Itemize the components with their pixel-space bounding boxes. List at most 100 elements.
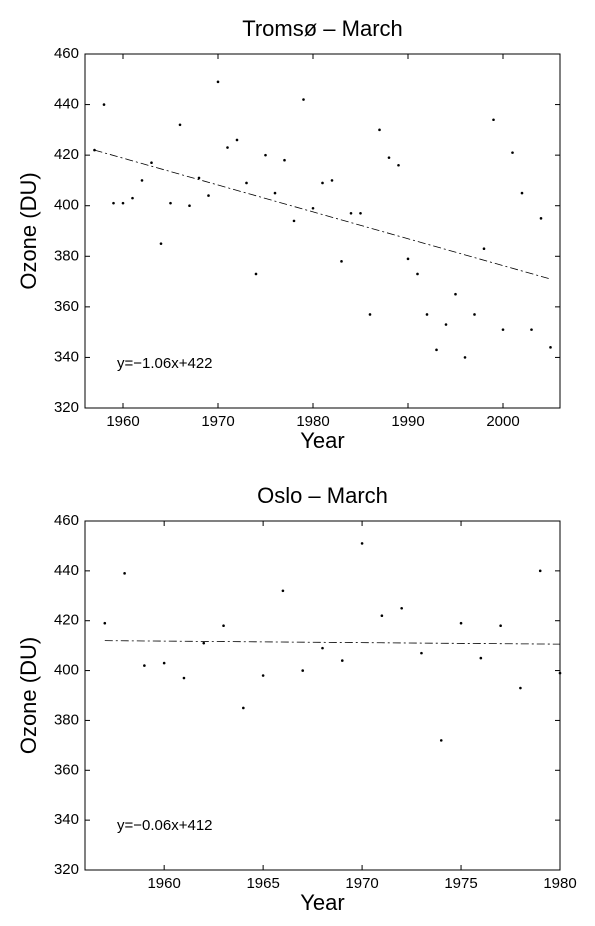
point xyxy=(245,181,248,185)
y-axis-label: Ozone (DU) xyxy=(16,172,41,289)
chart-title: Oslo – March xyxy=(257,483,388,508)
x-tick-label: 1960 xyxy=(106,413,139,430)
x-tick-label: 1960 xyxy=(147,875,180,892)
point xyxy=(397,163,400,167)
y-tick-label: 320 xyxy=(54,861,79,878)
y-tick-label: 340 xyxy=(54,348,79,365)
x-tick-label: 1980 xyxy=(543,875,576,892)
point xyxy=(530,328,533,331)
point xyxy=(454,292,457,296)
point xyxy=(359,212,362,215)
point xyxy=(378,128,381,132)
point xyxy=(159,242,163,245)
y-tick-label: 420 xyxy=(54,612,79,629)
x-axis-label: Year xyxy=(300,428,344,453)
trend-line xyxy=(104,640,561,645)
point xyxy=(459,621,463,625)
point xyxy=(302,98,305,101)
axes-box xyxy=(84,520,561,871)
point xyxy=(242,706,245,710)
point xyxy=(380,614,384,618)
y-tick-label: 440 xyxy=(54,96,79,113)
point xyxy=(150,161,153,165)
point xyxy=(188,204,191,208)
y-axis-label: Ozone (DU) xyxy=(16,637,41,754)
annotation: y=−1.06x+422 xyxy=(117,355,213,372)
y-tick-label: 460 xyxy=(54,45,79,62)
point xyxy=(387,156,391,159)
point xyxy=(321,646,324,650)
point xyxy=(340,659,344,662)
point xyxy=(492,118,495,122)
point xyxy=(178,123,182,127)
point xyxy=(360,542,364,545)
point xyxy=(112,201,115,205)
point xyxy=(435,348,438,352)
point xyxy=(439,739,443,742)
y-tick-label: 440 xyxy=(54,562,79,579)
y-tick-label: 400 xyxy=(54,662,79,679)
y-tick-label: 380 xyxy=(54,711,79,728)
point xyxy=(482,247,486,250)
point xyxy=(425,313,429,316)
point xyxy=(131,196,134,200)
x-tick-label: 1965 xyxy=(246,875,279,892)
y-tick-label: 360 xyxy=(54,761,79,778)
point xyxy=(444,323,448,326)
point xyxy=(264,153,267,157)
point xyxy=(463,356,467,359)
point xyxy=(182,676,186,680)
y-tick-label: 360 xyxy=(54,298,79,315)
y-tick-label: 320 xyxy=(54,399,79,416)
point xyxy=(123,572,126,575)
x-tick-label: 1970 xyxy=(345,875,378,892)
trend-line xyxy=(94,149,551,280)
point xyxy=(520,191,524,195)
point xyxy=(197,176,201,180)
point xyxy=(103,621,107,625)
point xyxy=(479,656,483,660)
point xyxy=(311,206,315,210)
point xyxy=(416,272,419,276)
point xyxy=(340,260,343,263)
x-axis-label: Year xyxy=(300,890,344,915)
point xyxy=(143,664,146,667)
point xyxy=(121,201,125,205)
point xyxy=(169,201,172,205)
point xyxy=(368,313,372,316)
point xyxy=(558,671,562,675)
point xyxy=(501,328,505,331)
point xyxy=(162,661,166,665)
point xyxy=(406,257,410,261)
point xyxy=(226,146,229,149)
point xyxy=(93,148,96,152)
y-tick-label: 420 xyxy=(54,146,79,163)
point xyxy=(261,674,265,677)
point xyxy=(292,219,296,223)
point xyxy=(400,606,403,610)
point xyxy=(222,624,225,627)
point xyxy=(140,179,144,182)
x-tick-label: 2000 xyxy=(486,413,519,430)
point xyxy=(235,138,239,142)
point xyxy=(349,212,353,215)
y-tick-label: 340 xyxy=(54,811,79,828)
point xyxy=(511,151,514,154)
y-tick-label: 460 xyxy=(54,512,79,529)
point xyxy=(473,313,476,316)
point xyxy=(102,103,106,106)
axes-box xyxy=(84,53,561,409)
point xyxy=(216,80,220,84)
point xyxy=(519,686,522,690)
point xyxy=(330,179,334,182)
y-tick-label: 380 xyxy=(54,247,79,264)
point xyxy=(321,181,324,185)
annotation: y=−0.06x+412 xyxy=(117,817,213,834)
point xyxy=(301,669,305,672)
x-tick-label: 1990 xyxy=(391,413,424,430)
point xyxy=(254,272,258,276)
point xyxy=(202,641,206,645)
point xyxy=(499,624,502,627)
